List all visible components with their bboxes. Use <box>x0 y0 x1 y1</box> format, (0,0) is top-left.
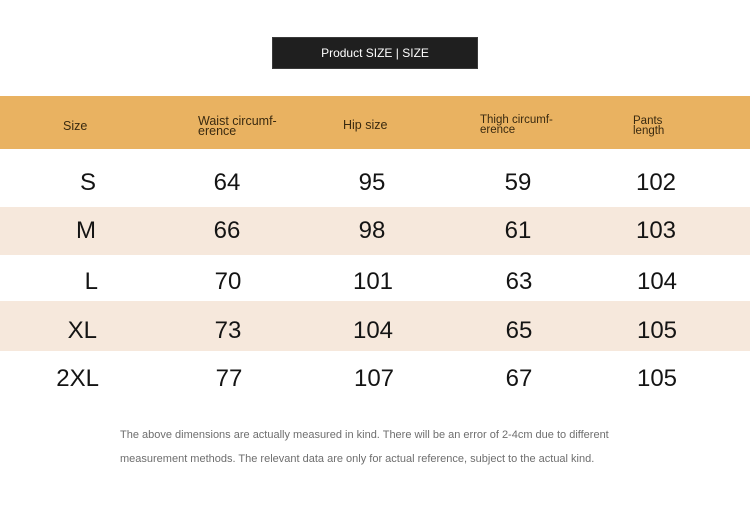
thigh-cell: 67 <box>505 365 533 392</box>
thigh-cell: 65 <box>505 317 533 344</box>
table-row: XL 73 104 65 105 <box>0 301 750 351</box>
waist-cell: 70 <box>214 268 242 295</box>
hip-cell: 95 <box>358 169 386 196</box>
size-chart-title: Product SIZE | SIZE <box>272 37 478 69</box>
table-row: L 70 101 63 104 <box>0 255 750 301</box>
pants-length-cell: 105 <box>636 365 678 392</box>
size-cell: L <box>84 268 98 295</box>
size-cell: XL <box>67 317 97 344</box>
pants-length-cell: 105 <box>636 317 678 344</box>
thigh-cell: 63 <box>505 268 533 295</box>
hip-cell: 104 <box>352 317 394 344</box>
hip-cell: 107 <box>353 365 395 392</box>
size-cell: 2XL <box>56 365 99 392</box>
hip-cell: 98 <box>358 217 386 244</box>
header-thigh: Thigh circumf- erence <box>480 114 553 136</box>
table-row: M 66 98 61 103 <box>0 207 750 255</box>
waist-cell: 77 <box>215 365 243 392</box>
waist-cell: 66 <box>213 217 241 244</box>
header-hip: Hip size <box>343 118 388 132</box>
header-waist: Waist circumf- erence <box>198 114 277 138</box>
header-size: Size <box>63 119 88 133</box>
waist-cell: 73 <box>214 317 242 344</box>
hip-cell: 101 <box>352 268 394 295</box>
thigh-cell: 61 <box>504 217 532 244</box>
waist-cell: 64 <box>213 169 241 196</box>
table-row: S 64 95 59 102 <box>0 157 750 207</box>
measurement-note-line-1: The above dimensions are actually measur… <box>120 429 609 441</box>
pants-length-cell: 104 <box>636 268 678 295</box>
measurement-note-line-2: measurement methods. The relevant data a… <box>120 453 595 465</box>
size-cell: M <box>76 217 96 244</box>
table-row: 2XL 77 107 67 105 <box>0 351 750 401</box>
header-pants-length: Pants length <box>633 115 665 137</box>
thigh-cell: 59 <box>504 169 532 196</box>
table-header: Size Waist circumf- erence Hip size Thig… <box>0 96 750 149</box>
size-cell: S <box>79 169 96 196</box>
pants-length-cell: 103 <box>635 217 677 244</box>
pants-length-cell: 102 <box>635 169 677 196</box>
